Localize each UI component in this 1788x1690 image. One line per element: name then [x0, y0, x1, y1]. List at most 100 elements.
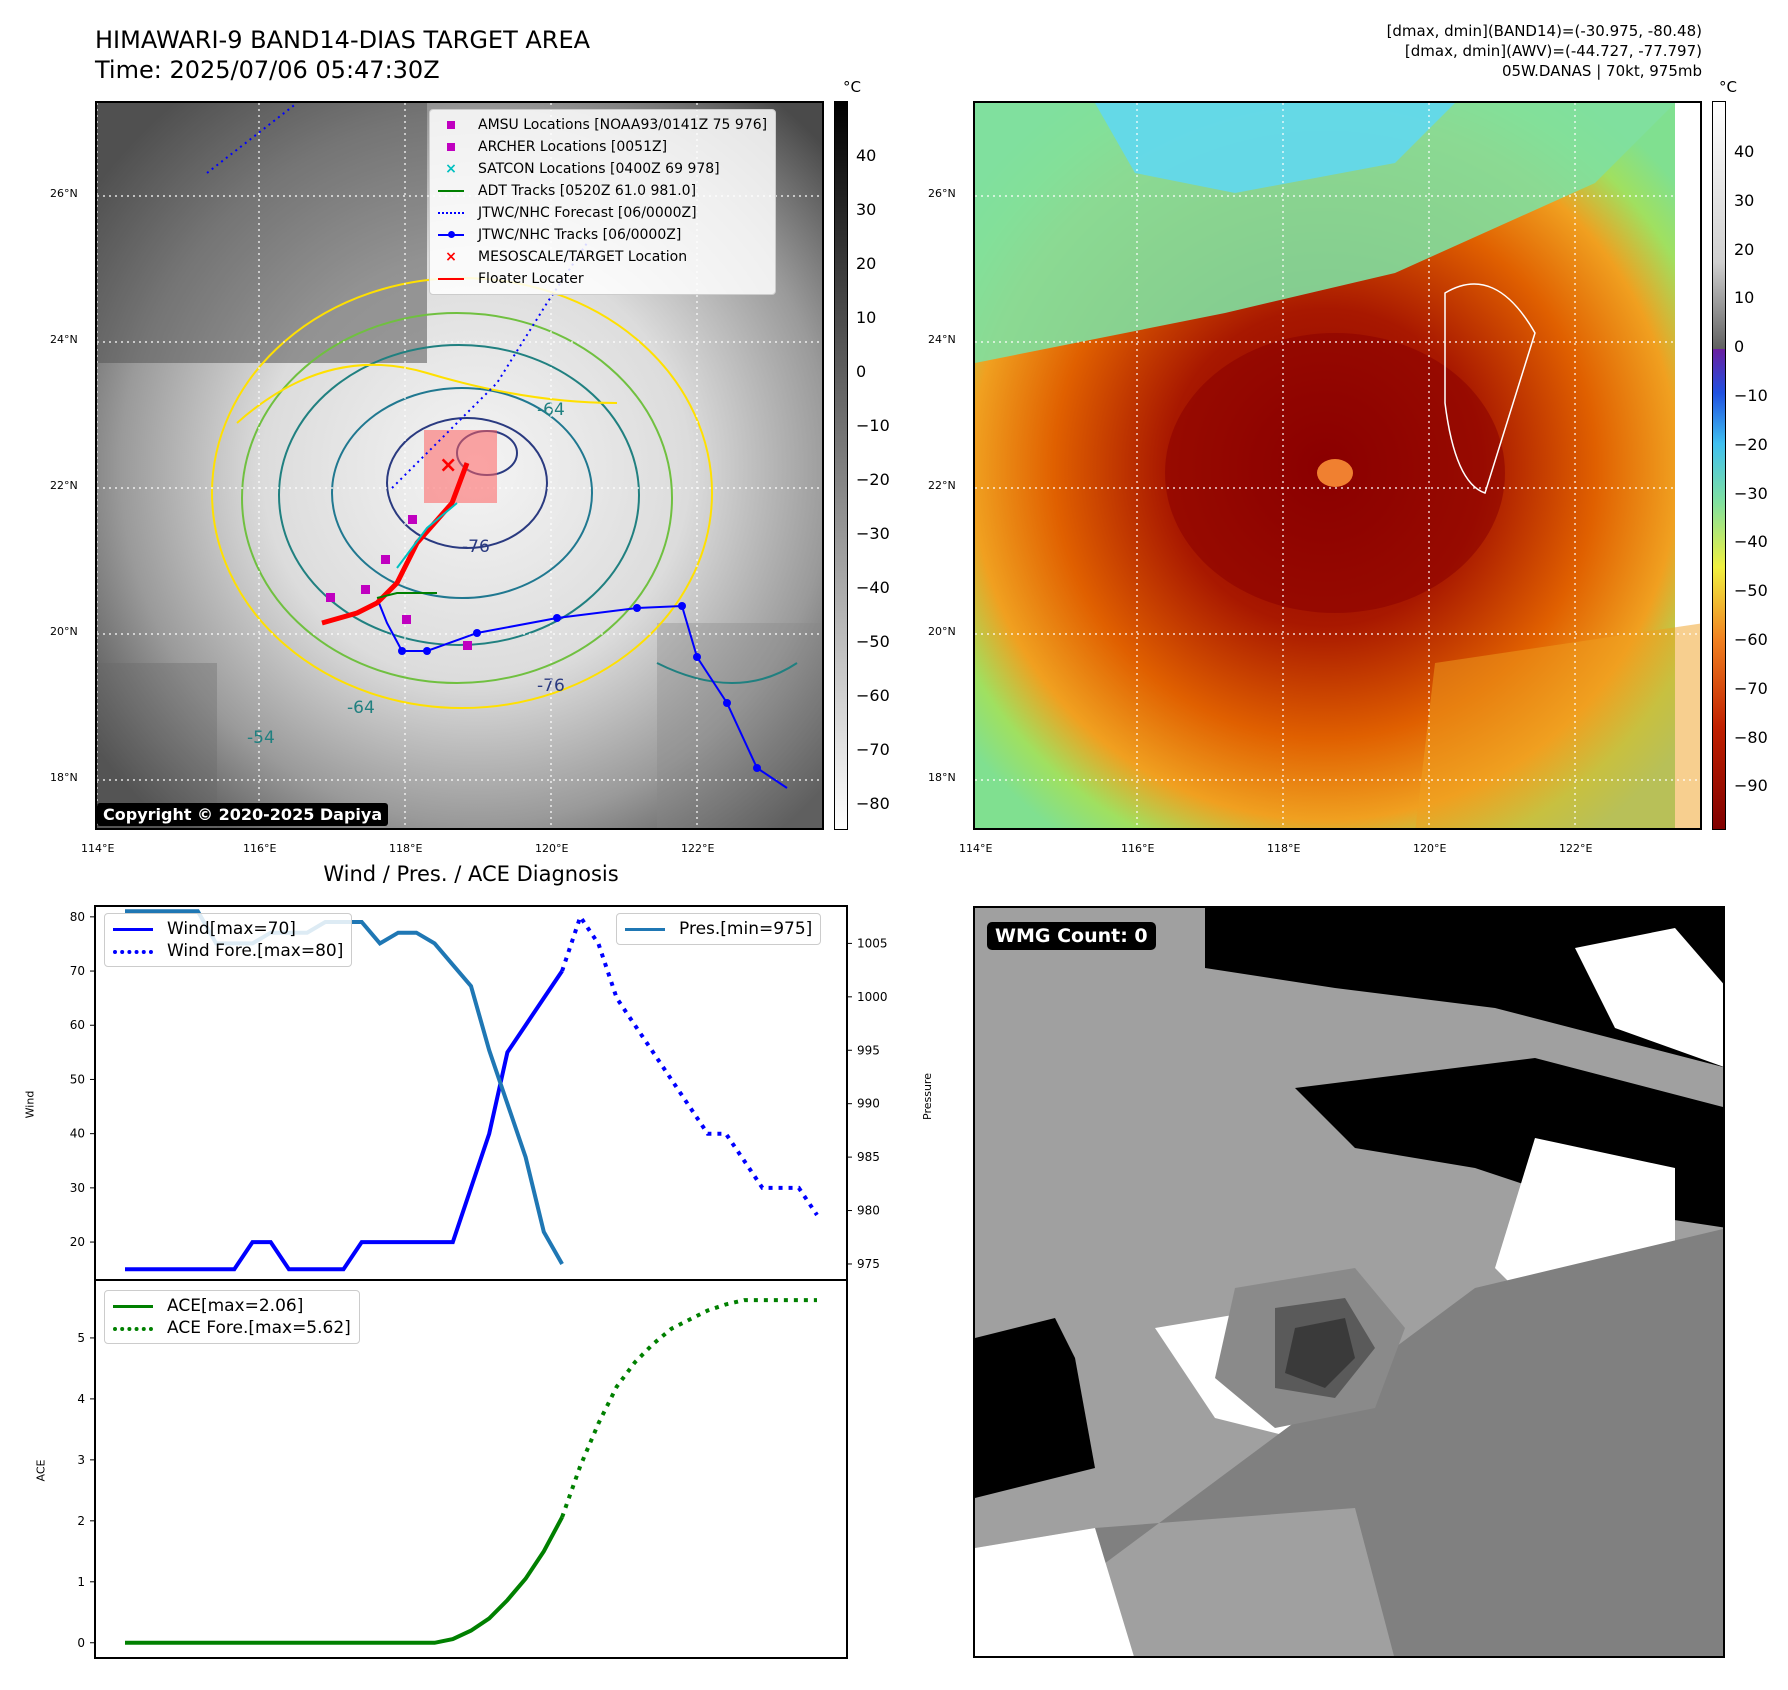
colorbar-tick-label: −10	[856, 416, 890, 435]
colorbar-tick-label: 0	[1734, 337, 1745, 357]
colorbar-tick-label: 30	[1734, 190, 1755, 210]
line-icon	[438, 184, 464, 198]
lon-tick-label: 118°E	[1267, 842, 1301, 855]
lat-tick-label: 22°N	[50, 479, 78, 492]
lat-tick-label: 20°N	[50, 625, 78, 638]
series-line	[560, 1298, 817, 1518]
y2-tick-label: 990	[857, 1097, 880, 1111]
series-line	[125, 969, 564, 1272]
awv-colorbar	[1712, 101, 1726, 830]
colorbar-tick-label: −20	[1734, 434, 1768, 454]
square-marker-icon	[438, 140, 464, 154]
x-marker-icon: ×	[445, 249, 457, 265]
figure-time: Time: 2025/07/06 05:47:30Z	[95, 56, 440, 84]
y-tick-label: 50	[70, 1072, 85, 1086]
colorbar-tick-label: 10	[1734, 288, 1755, 308]
contour-label: -54	[247, 728, 275, 748]
pressure-legend: Pres.[min=975]	[616, 913, 822, 945]
y2-tick-label: 1000	[857, 990, 888, 1004]
legend-item-ace: ACE[max=2.06]	[113, 1295, 351, 1317]
legend-item-archer: ARCHER Locations [0051Z]	[438, 136, 767, 158]
awv-satellite-map	[973, 101, 1702, 830]
y-tick-label: 30	[70, 1181, 85, 1195]
lat-tick-label: 24°N	[50, 333, 78, 346]
lon-tick-label: 116°E	[1121, 842, 1155, 855]
series-line	[560, 912, 819, 1217]
lat-tick-label: 26°N	[928, 187, 956, 200]
colorbar-tick-label: 40	[1734, 142, 1755, 161]
dotted-line-icon	[438, 206, 464, 220]
y-tick-label: 70	[70, 964, 85, 978]
square-marker-icon	[438, 118, 464, 132]
colorbar-tick-label: −50	[856, 632, 890, 651]
wmg-count-label: WMG Count: 0	[987, 922, 1156, 950]
lat-tick-label: 26°N	[50, 187, 78, 200]
y-tick-label: 1	[77, 1575, 85, 1589]
colorbar-tick-label: −90	[1734, 776, 1768, 796]
colorbar-tick-label: −60	[1734, 630, 1768, 649]
legend-item-wind-forecast: Wind Fore.[max=80]	[113, 940, 343, 962]
colorbar-tick-label: −40	[856, 578, 890, 597]
wmg-panel: WMG Count: 0	[973, 906, 1725, 1658]
colorbar-tick-label: −60	[856, 686, 890, 705]
y2-tick-label: 1005	[857, 936, 888, 950]
awv-colorbar-unit: °C	[1719, 78, 1737, 96]
y-tick-label: 60	[70, 1018, 85, 1032]
line-dot-icon	[438, 228, 464, 242]
lon-tick-label: 122°E	[1559, 842, 1593, 855]
legend-item-target: × MESOSCALE/TARGET Location	[438, 246, 767, 268]
legend-item-wind: Wind[max=70]	[113, 918, 343, 940]
y-tick-label: 4	[77, 1392, 85, 1406]
y-tick-label: 20	[70, 1235, 85, 1249]
lon-tick-label: 122°E	[681, 842, 715, 855]
lon-tick-label: 118°E	[389, 842, 423, 855]
lon-tick-label: 114°E	[959, 842, 993, 855]
plot-frame	[94, 1279, 848, 1659]
copyright-label: Copyright © 2020-2025 Dapiya	[97, 803, 389, 826]
lon-tick-label: 116°E	[243, 842, 277, 855]
colorbar-tick-label: 30	[856, 200, 877, 219]
colorbar-tick-label: −20	[856, 470, 890, 489]
legend-item-satcon: × SATCON Locations [0400Z 69 978]	[438, 158, 767, 180]
header-storm-info: 05W.DANAS | 70kt, 975mb	[1501, 62, 1702, 80]
x-marker-icon: ×	[445, 161, 457, 177]
ace-axis-label: ACE	[34, 1459, 48, 1482]
header-band14-range: [dmax, dmin](BAND14)=(-30.975, -80.48)	[1386, 22, 1702, 40]
y-tick-label: 80	[70, 910, 85, 924]
lon-tick-label: 114°E	[81, 842, 115, 855]
colorbar-tick-label: 20	[856, 254, 877, 273]
colorbar-tick-label: −30	[1734, 483, 1768, 503]
contour-label: -64	[347, 698, 375, 718]
line-icon	[438, 272, 464, 286]
diagnosis-title: Wind / Pres. / ACE Diagnosis	[323, 862, 619, 886]
dotted-line-icon	[113, 1321, 153, 1335]
y-tick-label: 5	[77, 1331, 85, 1345]
legend-item-amsu: AMSU Locations [NOAA93/0141Z 75 976]	[438, 114, 767, 136]
legend-item-pressure: Pres.[min=975]	[625, 918, 812, 940]
ir-colorbar-unit: °C	[843, 78, 861, 96]
legend-item-tracks: JTWC/NHC Tracks [06/0000Z]	[438, 224, 767, 246]
y2-tick-label: 985	[857, 1150, 880, 1164]
colorbar-tick-label: −80	[1734, 727, 1768, 747]
y2-tick-label: 995	[857, 1043, 880, 1057]
legend-item-ace-forecast: ACE Fore.[max=5.62]	[113, 1317, 351, 1339]
colorbar-tick-label: 40	[856, 146, 877, 165]
lat-tick-label: 24°N	[928, 333, 956, 346]
wind-axis-label: Wind	[23, 1090, 37, 1119]
line-icon	[113, 1299, 153, 1313]
series-line	[125, 1516, 564, 1645]
colorbar-tick-label: −40	[1734, 532, 1768, 552]
target-x-marker: ×	[439, 453, 457, 478]
wind-legend: Wind[max=70] Wind Fore.[max=80]	[104, 913, 353, 967]
header-awv-range: [dmax, dmin](AWV)=(-44.727, -77.797)	[1404, 42, 1702, 60]
dotted-line-icon	[113, 944, 153, 958]
colorbar-tick-label: −70	[856, 740, 890, 759]
y-tick-label: 40	[70, 1127, 85, 1141]
line-icon	[625, 922, 665, 936]
line-icon	[113, 922, 153, 936]
colorbar-tick-label: 0	[856, 362, 867, 381]
legend-item-adt: ADT Tracks [0520Z 61.0 981.0]	[438, 180, 767, 202]
colorbar-tick-label: −30	[856, 524, 890, 543]
lon-tick-label: 120°E	[1413, 842, 1447, 855]
